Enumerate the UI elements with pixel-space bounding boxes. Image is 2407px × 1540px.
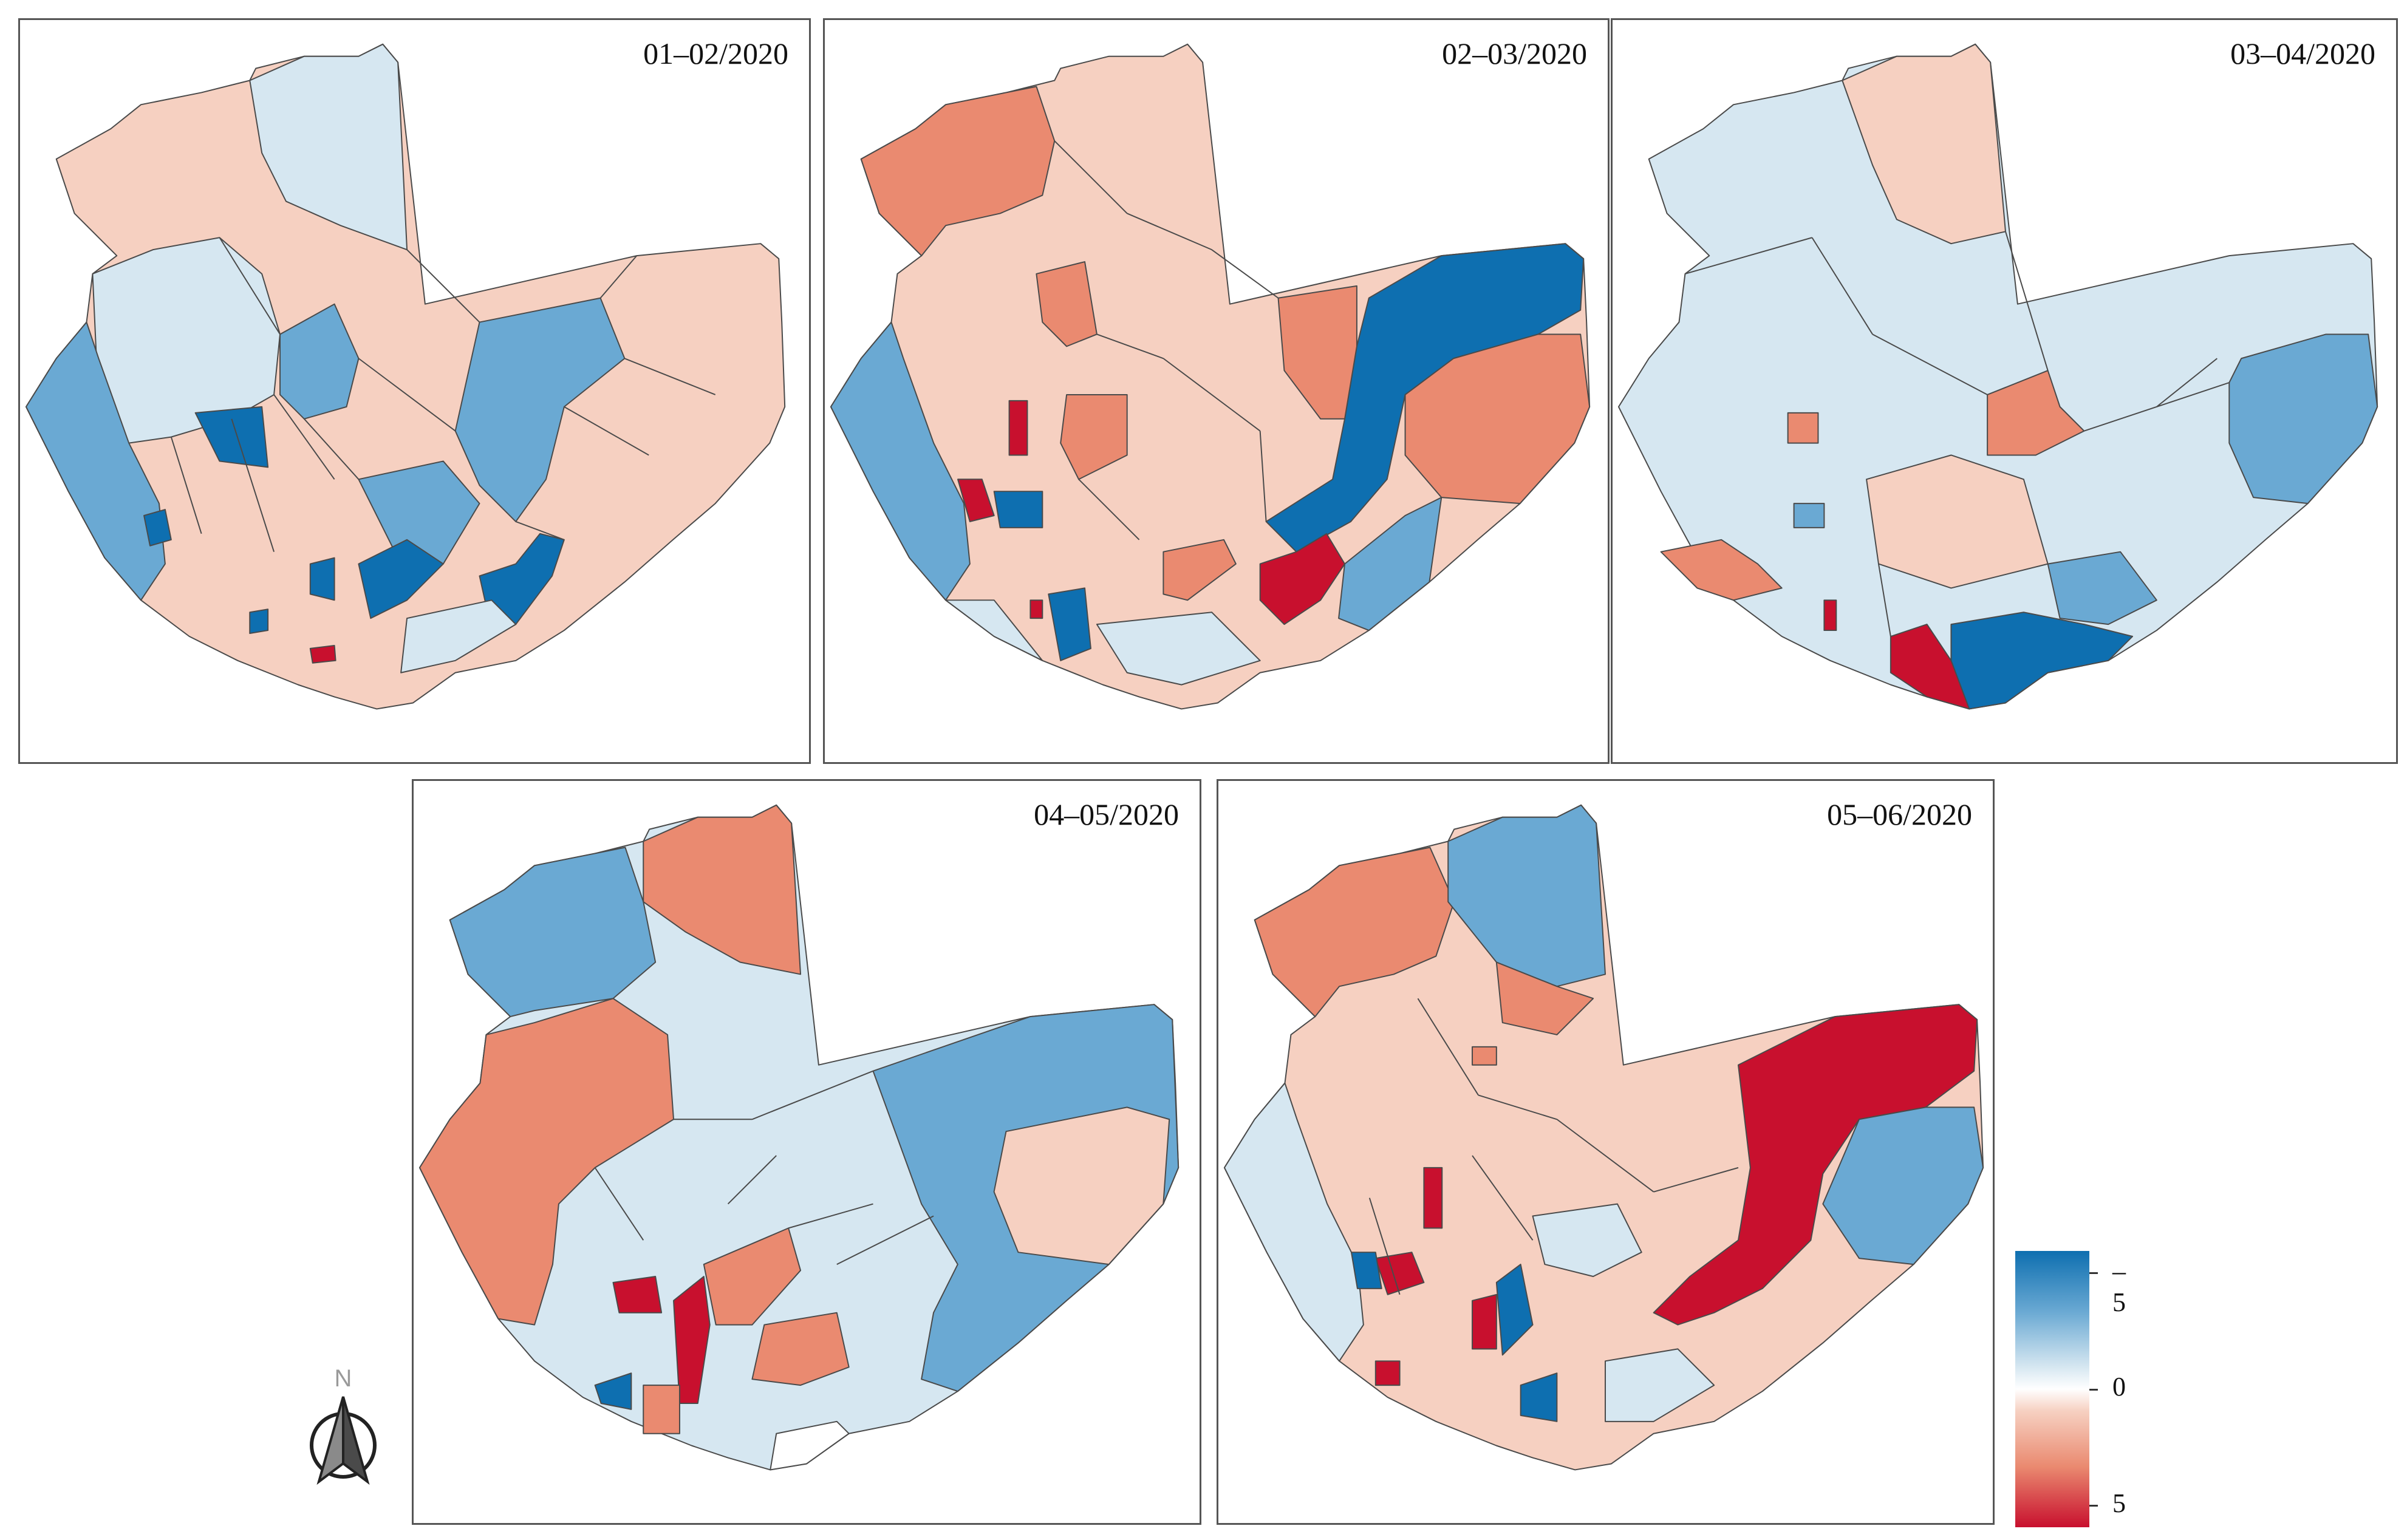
legend-colorbar <box>2015 1251 2089 1527</box>
region-small-red <box>309 644 336 664</box>
region-north-red-2 <box>1495 961 1594 1035</box>
region-south-dark-blue <box>358 539 444 619</box>
region-mid-red <box>1060 394 1128 480</box>
internal-lines <box>170 237 716 553</box>
region-small-blue <box>1793 503 1825 528</box>
region-east-dark-blue <box>1265 243 1585 553</box>
region-s-white <box>770 1420 850 1471</box>
region-se-red <box>751 1312 850 1386</box>
region-small-red-1 <box>1423 1167 1443 1229</box>
panel-title: 04–05/2020 <box>1034 797 1179 831</box>
region-small-red-3 <box>1029 599 1043 619</box>
region-west-blue <box>25 321 166 601</box>
internal-lines <box>1685 231 2230 637</box>
legend-label-zero: 0 <box>2112 1372 2126 1402</box>
region-small-red-2 <box>1374 1252 1425 1295</box>
region-center-dark-blue <box>194 406 269 468</box>
region-north-light-red <box>1842 43 2006 245</box>
choropleth-map <box>1223 804 1984 1471</box>
region-small-red-1 <box>1008 400 1028 456</box>
region-far-east-red <box>1404 333 1591 505</box>
region-south-blue <box>358 460 480 565</box>
region-mid-red-2 <box>1163 539 1237 601</box>
panel-title: 03–04/2020 <box>2230 36 2375 70</box>
legend-label-max: 5 <box>2112 1488 2126 1518</box>
region-se-blue <box>1338 497 1442 632</box>
region-se-blue <box>2047 551 2157 625</box>
region-small-blue-3 <box>1520 1372 1558 1422</box>
region-small-dark-blue-s <box>309 557 335 601</box>
region-north-blue <box>1447 804 1606 987</box>
region-east-dark-red <box>1653 1004 1978 1326</box>
region-nw-blue <box>449 847 657 1018</box>
region-s-dark-blue <box>594 1372 632 1410</box>
panel-title: 01–02/2020 <box>643 36 788 70</box>
north-arrow-icon: N <box>310 1365 377 1485</box>
north-arrow: N <box>298 1363 389 1491</box>
region-small-red-4 <box>1374 1360 1401 1386</box>
region-east-light-red <box>993 1106 1170 1266</box>
legend-tick <box>2089 1272 2098 1274</box>
region-nw-red <box>1254 847 1455 1018</box>
internal-lines <box>1368 998 1739 1295</box>
choropleth-map <box>1617 43 2378 710</box>
region-small-red-2 <box>957 479 995 522</box>
choropleth-map <box>25 43 786 710</box>
internal-lines <box>1054 140 1279 540</box>
map-panel-01-02-2020: 01–02/2020 <box>18 18 811 764</box>
region-dark-red-1 <box>612 1275 663 1313</box>
region-north-red <box>643 804 802 975</box>
region-center-red <box>1036 261 1098 347</box>
region-east-blue <box>2228 333 2378 505</box>
region-small-dark-blue-w <box>143 509 172 547</box>
region-east-blue-strip <box>454 297 626 522</box>
region-nw-light-blue <box>249 43 408 251</box>
region-small-blue-2 <box>1495 1264 1534 1356</box>
region-s-red <box>643 1385 680 1434</box>
region-se-light-blue <box>1605 1348 1715 1422</box>
region-small-red <box>1823 599 1837 632</box>
region-small-red-3 <box>1472 1293 1497 1350</box>
region-base <box>1617 43 2378 710</box>
choropleth-map <box>418 804 1180 1471</box>
north-label: N <box>335 1365 352 1392</box>
region-base <box>25 43 786 710</box>
map-panel-04-05-2020: 04–05/2020 <box>412 779 1201 1525</box>
region-light-blue-se <box>1096 612 1261 686</box>
panel-title: 05–06/2020 <box>1827 797 1972 831</box>
region-east-blue <box>1822 1106 1984 1266</box>
region-small-red-5 <box>1472 1046 1497 1066</box>
map-panel-05-06-2020: 05–06/2020 <box>1217 779 1995 1525</box>
map-panel-03-04-2020: 03–04/2020 <box>1611 18 2398 764</box>
choropleth-map <box>830 43 1591 710</box>
region-mid-blue <box>279 303 360 420</box>
map-panel-02-03-2020: 02–03/2020 <box>823 18 1610 764</box>
region-light-blue-mid <box>1532 1203 1642 1277</box>
internal-lines <box>594 1070 934 1265</box>
color-legend: –5 0 5 <box>2015 1251 2137 1530</box>
region-light-red-band <box>1866 454 2049 589</box>
region-small-blue-2 <box>1048 587 1091 661</box>
region-small-blue-1 <box>1350 1252 1382 1289</box>
legend-label-min: –5 <box>2112 1256 2126 1317</box>
region-mid-red <box>703 1227 802 1326</box>
region-mid-red-2 <box>1787 412 1819 444</box>
region-small-dark-blue-ss <box>249 608 269 635</box>
region-light-blue-s <box>945 599 1043 661</box>
legend-tick <box>2089 1505 2098 1507</box>
region-se-dark-red <box>1259 533 1346 625</box>
panel-title: 02–03/2020 <box>1442 36 1587 70</box>
legend-tick <box>2089 1389 2098 1391</box>
region-nw-red <box>860 86 1056 257</box>
region-s-dark-red <box>1890 624 1970 710</box>
region-small-blue-1 <box>993 491 1043 528</box>
region-ne-red <box>1277 285 1357 420</box>
region-west-blue <box>830 321 971 601</box>
region-se-light-blue <box>400 599 517 673</box>
region-sw-red <box>1660 539 1783 601</box>
